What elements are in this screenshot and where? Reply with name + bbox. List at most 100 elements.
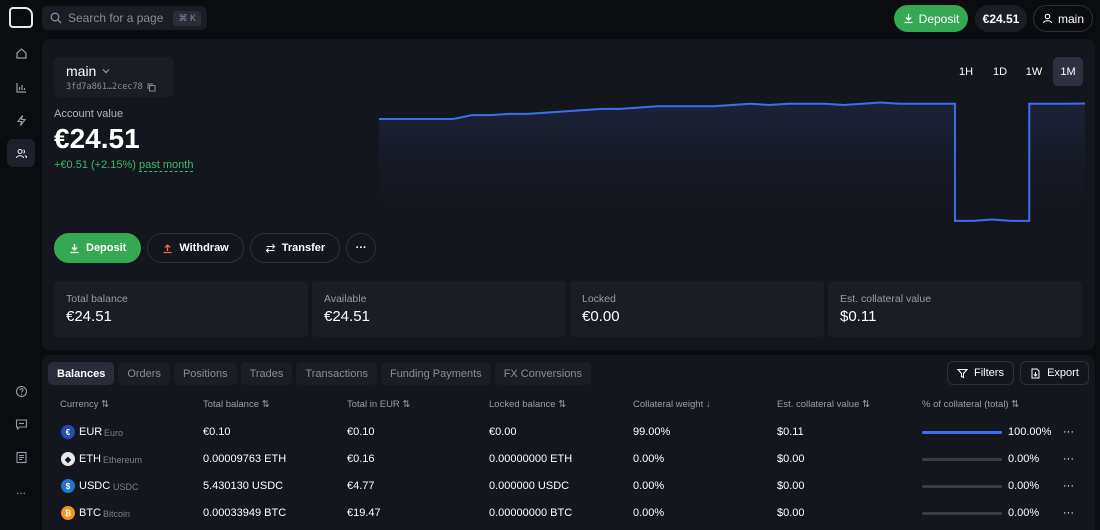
- header-pct-collateral[interactable]: % of collateral (total) ⇅: [922, 399, 1020, 410]
- est-collateral: $0.00: [777, 453, 805, 465]
- tab-1m[interactable]: 1M: [1053, 57, 1083, 86]
- tab-funding-payments[interactable]: Funding Payments: [380, 362, 491, 385]
- transfer-icon: [265, 243, 276, 253]
- stat-available: Available €24.51: [312, 281, 566, 337]
- total-eur: €0.16: [347, 453, 375, 465]
- deposit-icon: [70, 243, 79, 253]
- table-header: Currency ⇅ Total balance ⇅ Total in EUR …: [42, 392, 1095, 419]
- collateral-bar: [922, 485, 1002, 488]
- euro-coin-icon: €: [61, 425, 75, 439]
- document-icon: [15, 451, 27, 463]
- transfer-button[interactable]: Transfer: [249, 233, 341, 263]
- chat-icon: [15, 418, 27, 430]
- row-menu-button[interactable]: ···: [1063, 507, 1074, 519]
- stat-value: €24.51: [324, 308, 370, 325]
- tab-1w[interactable]: 1W: [1025, 65, 1043, 78]
- collateral-pct: 0.00%: [1008, 507, 1040, 519]
- account-change-amount: +€0.51 (+2.15%): [54, 159, 136, 171]
- header-currency[interactable]: Currency ⇅: [60, 399, 110, 410]
- account-panel: main 3fd7a861…2cec78 Account value €24.5…: [42, 39, 1095, 350]
- balance-button[interactable]: €24.51: [975, 5, 1027, 32]
- withdraw-label: Withdraw: [179, 242, 229, 254]
- est-collateral: $0.00: [777, 507, 805, 519]
- locked-balance: €0.00: [489, 426, 517, 438]
- row-menu-button[interactable]: ···: [1063, 426, 1074, 438]
- tab-fx-conversions[interactable]: FX Conversions: [494, 362, 591, 385]
- sidebar-item-more[interactable]: ...: [7, 476, 35, 504]
- user-menu-button[interactable]: main: [1033, 5, 1093, 32]
- collateral-bar: [922, 458, 1002, 461]
- currency-name: Bitcoin: [103, 509, 131, 519]
- currency-name: Ethereum: [103, 455, 143, 465]
- filters-label: Filters: [974, 367, 1004, 379]
- account-value-label: Account value: [54, 108, 124, 120]
- tab-trades[interactable]: Trades: [240, 362, 293, 385]
- stat-label: Locked: [582, 293, 616, 305]
- table-row[interactable]: ₿ BTC Bitcoin 0.00033949 BTC €19.47 0.00…: [42, 500, 1095, 527]
- sidebar-item-charts[interactable]: [7, 73, 35, 101]
- deposit-action-button[interactable]: Deposit: [54, 233, 142, 263]
- account-actions: Deposit Withdraw Transfer ···: [54, 233, 377, 263]
- tab-bar: Balances Orders Positions Trades Transac…: [48, 362, 591, 385]
- header-collateral-weight[interactable]: Collateral weight ↓: [633, 399, 711, 410]
- total-balance: 0.00033949 BTC: [203, 507, 287, 519]
- stat-value: €0.00: [582, 308, 620, 325]
- collateral-weight: 0.00%: [633, 453, 665, 465]
- search-placeholder: Search for a page: [68, 11, 164, 25]
- total-balance: 5.430130 USDC: [203, 480, 284, 492]
- search-shortcut: ⌘ K: [173, 10, 201, 26]
- logo-icon[interactable]: [9, 7, 33, 28]
- bitcoin-coin-icon: ₿: [61, 506, 75, 520]
- copy-icon[interactable]: [147, 83, 156, 92]
- user-label: main: [1057, 11, 1084, 26]
- filters-button[interactable]: Filters: [947, 361, 1014, 385]
- header-locked-balance[interactable]: Locked balance ⇅: [489, 399, 567, 410]
- more-actions-button[interactable]: ···: [346, 233, 377, 263]
- lightning-icon: [16, 114, 26, 126]
- header-total-eur[interactable]: Total in EUR ⇅: [347, 399, 411, 410]
- stat-total-balance: Total balance €24.51: [54, 281, 308, 337]
- row-menu-button[interactable]: ···: [1063, 480, 1074, 492]
- table-row[interactable]: € EUR Euro €0.10 €0.10 €0.00 99.00% $0.1…: [42, 419, 1095, 446]
- sidebar-item-help[interactable]: [7, 377, 35, 405]
- locked-balance: 0.00000000 ETH: [489, 453, 573, 465]
- export-button[interactable]: Export: [1020, 361, 1089, 385]
- table-row[interactable]: ◆ ETH Ethereum 0.00009763 ETH €0.16 0.00…: [42, 446, 1095, 473]
- header-est-collateral[interactable]: Est. collateral value ⇅: [777, 399, 870, 410]
- account-change-period[interactable]: past month: [139, 159, 194, 172]
- tab-positions[interactable]: Positions: [173, 362, 237, 385]
- balances-table: Currency ⇅ Total balance ⇅ Total in EUR …: [42, 392, 1095, 527]
- account-selector[interactable]: main 3fd7a861…2cec78: [54, 57, 174, 97]
- tab-transactions[interactable]: Transactions: [296, 362, 377, 385]
- total-eur: €0.10: [347, 426, 375, 438]
- stat-collateral: Est. collateral value $0.11: [828, 281, 1082, 337]
- deposit-button[interactable]: Deposit: [894, 5, 968, 32]
- tab-1h[interactable]: 1H: [958, 65, 974, 78]
- sidebar-item-chat[interactable]: [7, 410, 35, 438]
- currency-name: Euro: [104, 428, 124, 438]
- table-row[interactable]: $ USDC USDC 5.430130 USDC €4.77 0.000000…: [42, 473, 1095, 500]
- sidebar-item-users[interactable]: [7, 139, 35, 167]
- header-total-balance[interactable]: Total balance ⇅: [203, 399, 270, 410]
- sidebar-item-lightning[interactable]: [7, 106, 35, 134]
- withdraw-button[interactable]: Withdraw: [147, 233, 244, 263]
- tab-1d[interactable]: 1D: [992, 65, 1008, 78]
- currency-code: USDC: [79, 480, 111, 492]
- stat-locked: Locked €0.00: [570, 281, 824, 337]
- account-address: 3fd7a861…2cec78: [66, 82, 143, 92]
- sidebar-item-docs[interactable]: [7, 443, 35, 471]
- currency-code: BTC: [79, 507, 101, 519]
- tab-balances[interactable]: Balances: [48, 362, 115, 385]
- ethereum-coin-icon: ◆: [61, 452, 75, 466]
- collateral-bar: [922, 512, 1002, 515]
- sidebar-item-home[interactable]: [7, 39, 35, 67]
- stat-label: Available: [324, 293, 367, 305]
- tab-orders[interactable]: Orders: [118, 362, 170, 385]
- timeframe-selector: 1H 1D 1W 1M: [951, 57, 1083, 86]
- row-menu-button[interactable]: ···: [1063, 453, 1074, 465]
- collateral-weight: 0.00%: [633, 507, 665, 519]
- total-eur: €4.77: [347, 480, 375, 492]
- search-input[interactable]: Search for a page ⌘ K: [42, 6, 207, 30]
- currency-code: EUR: [79, 426, 103, 438]
- locked-balance: 0.00000000 BTC: [489, 507, 573, 519]
